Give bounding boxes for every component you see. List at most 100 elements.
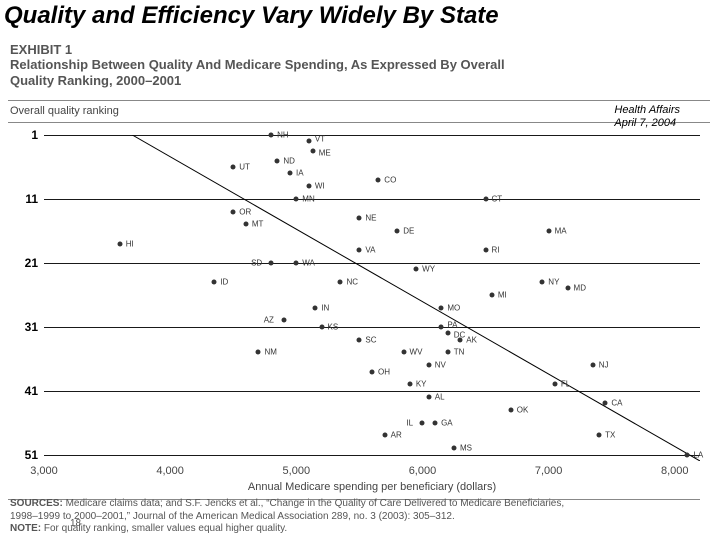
y-tick-label: 1 xyxy=(8,128,38,142)
data-point-label: CT xyxy=(492,194,503,203)
data-point xyxy=(426,395,431,400)
data-point-label: MT xyxy=(252,220,264,229)
data-point xyxy=(395,228,400,233)
data-point xyxy=(565,286,570,291)
y-tick-label: 51 xyxy=(8,448,38,462)
data-point-label: GA xyxy=(441,418,453,427)
data-point xyxy=(407,382,412,387)
page-number: 18 xyxy=(70,518,81,529)
data-point xyxy=(552,382,557,387)
data-point-label: CO xyxy=(384,175,396,184)
data-point-label: TX xyxy=(605,431,615,440)
data-point xyxy=(357,337,362,342)
sources-label: SOURCES: xyxy=(10,498,63,509)
sources-line1: SOURCES: Medicare claims data; and S.F. … xyxy=(10,498,564,511)
gridline xyxy=(44,455,700,456)
data-point xyxy=(338,280,343,285)
sources-line2: 1998–1999 to 2000–2001,” Journal of the … xyxy=(10,511,564,524)
data-point-label: AZ xyxy=(264,316,274,325)
data-point xyxy=(445,331,450,336)
x-tick-label: 8,000 xyxy=(661,465,689,477)
sources-text-1: Medicare claims data; and S.F. Jencks et… xyxy=(63,498,564,509)
y-tick-label: 41 xyxy=(8,384,38,398)
x-tick-label: 3,000 xyxy=(30,465,58,477)
data-point xyxy=(275,158,280,163)
note-label: NOTE: xyxy=(10,523,41,534)
gridline xyxy=(44,199,700,200)
data-point xyxy=(269,260,274,265)
data-point xyxy=(117,241,122,246)
data-point xyxy=(452,446,457,451)
data-point-label: MA xyxy=(555,226,567,235)
data-point-label: SC xyxy=(365,335,376,344)
data-point-label: WY xyxy=(422,265,435,274)
x-tick-label: 7,000 xyxy=(535,465,563,477)
data-point xyxy=(319,324,324,329)
data-point xyxy=(357,248,362,253)
citation-date: April 7, 2004 xyxy=(614,117,680,130)
data-point-label: UT xyxy=(239,162,250,171)
data-point xyxy=(540,280,545,285)
data-point xyxy=(382,433,387,438)
data-point-label: NH xyxy=(277,131,289,140)
data-point xyxy=(546,228,551,233)
data-point-label: KY xyxy=(416,380,427,389)
data-point-label: MS xyxy=(460,444,472,453)
data-point-label: MO xyxy=(447,303,460,312)
x-tick-label: 6,000 xyxy=(409,465,437,477)
data-point-label: IN xyxy=(321,303,329,312)
data-point-label: MD xyxy=(574,284,586,293)
data-point xyxy=(370,369,375,374)
data-point xyxy=(306,139,311,144)
data-point-label: PA xyxy=(447,320,457,329)
data-point xyxy=(414,267,419,272)
data-point xyxy=(685,452,690,457)
y-tick-label: 31 xyxy=(8,320,38,334)
data-point xyxy=(590,363,595,368)
citation-journal: Health Affairs xyxy=(614,104,680,117)
y-tick-label: 11 xyxy=(8,192,38,206)
data-point xyxy=(597,433,602,438)
data-point-label: ME xyxy=(319,148,331,157)
data-point xyxy=(243,222,248,227)
data-point xyxy=(306,184,311,189)
data-point-label: CA xyxy=(611,399,622,408)
data-point-label: HI xyxy=(126,239,134,248)
data-point xyxy=(269,133,274,138)
data-point-label: WI xyxy=(315,182,325,191)
slide-title: Quality and Efficiency Vary Widely By St… xyxy=(4,2,499,30)
data-point xyxy=(281,318,286,323)
trendline xyxy=(44,135,700,461)
data-point-label: RI xyxy=(492,246,500,255)
data-point-label: OK xyxy=(517,405,529,414)
gridline xyxy=(44,135,700,136)
data-point-label: NY xyxy=(548,278,559,287)
exhibit-header: EXHIBIT 1 Relationship Between Quality A… xyxy=(10,42,710,88)
x-tick-label: 5,000 xyxy=(283,465,311,477)
data-point-label: KS xyxy=(328,322,339,331)
data-point xyxy=(508,407,513,412)
data-point-label: NE xyxy=(365,214,376,223)
gridline xyxy=(44,263,700,264)
data-point xyxy=(256,350,261,355)
citation: Health Affairs April 7, 2004 xyxy=(614,104,680,129)
data-point-label: AR xyxy=(391,431,402,440)
data-point xyxy=(458,337,463,342)
data-point-label: MI xyxy=(498,290,507,299)
data-point xyxy=(439,305,444,310)
exhibit-title-line1: Relationship Between Quality And Medicar… xyxy=(10,57,710,73)
data-point-label: VA xyxy=(365,246,375,255)
data-point-label: ID xyxy=(220,278,228,287)
data-point xyxy=(313,305,318,310)
rule-2 xyxy=(8,122,710,123)
rule-1 xyxy=(8,100,710,101)
data-point xyxy=(433,420,438,425)
x-axis-label: Annual Medicare spending per beneficiary… xyxy=(44,481,700,493)
data-point-label: AK xyxy=(466,335,477,344)
data-point-label: NJ xyxy=(599,361,609,370)
data-point xyxy=(483,196,488,201)
data-point-label: NM xyxy=(264,348,276,357)
data-point xyxy=(231,164,236,169)
data-point xyxy=(426,363,431,368)
data-point-label: MN xyxy=(302,194,314,203)
